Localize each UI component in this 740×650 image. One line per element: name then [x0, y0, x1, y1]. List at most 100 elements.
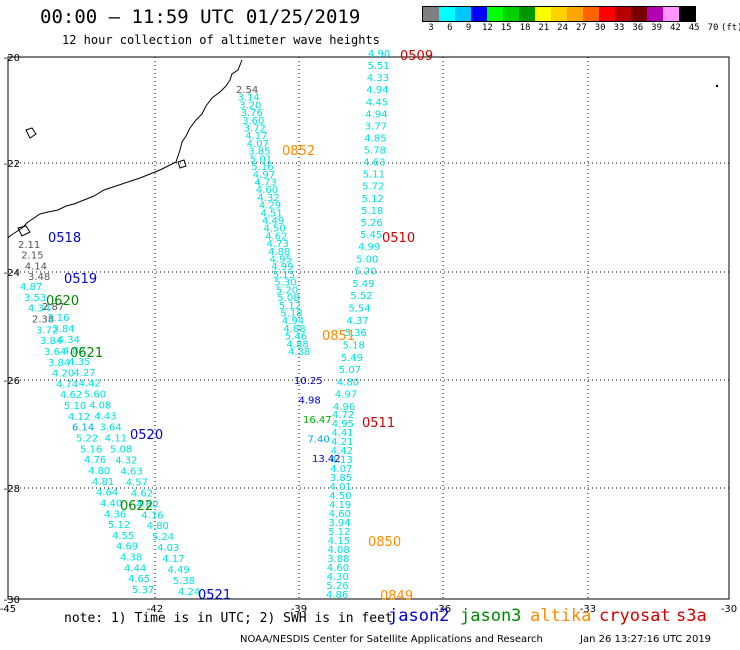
wave-height-value: 5.51 [368, 61, 390, 72]
wave-height-value: 4.57 [126, 477, 148, 488]
wave-height-value: 4.27 [73, 368, 95, 379]
wave-height-value: 5.18 [280, 309, 302, 320]
wave-height-value: 4.08 [89, 401, 111, 412]
wave-height-value: 4.45 [366, 97, 388, 108]
longitude-label: -30 [721, 604, 737, 615]
wave-height-value: 3.84 [48, 358, 70, 369]
wave-height-value: 4.73 [254, 178, 276, 189]
wave-height-value: 4.81 [92, 477, 114, 488]
wave-height-value: 3.72 [244, 124, 266, 135]
wave-height-value: 4.88 [268, 247, 290, 258]
wave-height-value: 4.38 [120, 553, 142, 564]
legend-jason3: jason3 [460, 606, 522, 626]
wave-height-value: 4.62 [60, 390, 82, 401]
color-swatch [423, 7, 439, 21]
wave-height-value: 4.13 [331, 455, 353, 466]
wave-height-value: 4.65 [128, 574, 150, 585]
island-small [177, 159, 187, 169]
wave-height-value: 4.32 [257, 193, 279, 204]
wave-height-value: 3.60 [242, 116, 264, 127]
wave-height-value: 4.37 [347, 316, 369, 327]
wave-height-value: 5.26 [326, 581, 348, 592]
wave-height-value: 4.08 [328, 545, 350, 556]
wave-height-value: 3.84 [40, 336, 62, 347]
wave-height-value: 5.10 [64, 401, 86, 412]
wave-height-value: 4.11 [105, 434, 127, 445]
wave-height-value: 5.37 [132, 585, 154, 596]
longitude-label: -39 [291, 604, 307, 615]
wave-height-value: 3.85 [330, 473, 352, 484]
wave-height-value: 4.51 [261, 208, 283, 219]
wave-height-value: 5.72 [362, 182, 384, 193]
wave-height-value: 4.44 [124, 563, 146, 574]
wave-height-value: 4.72 [332, 410, 354, 421]
wave-height-value: 2.15 [21, 251, 43, 262]
wave-height-value: 3.77 [365, 121, 387, 132]
wave-height-value: 4.94 [365, 109, 387, 120]
color-swatch [567, 7, 583, 21]
color-swatch [679, 7, 695, 21]
color-swatch [647, 7, 663, 21]
wave-height-value: 5.18 [361, 206, 383, 217]
wave-height-value: 4.07 [330, 464, 352, 475]
wave-height-value: 4.40 [100, 498, 122, 509]
wave-height-value: 4.33 [367, 73, 389, 84]
wave-height-value: 7.40 [308, 435, 330, 446]
wave-height-value: 4.03 [157, 543, 179, 554]
color-swatch [599, 7, 615, 21]
legend-s3a: s3a [676, 606, 707, 626]
wave-height-value: 4.82 [63, 346, 85, 357]
wave-height-value: 5.52 [350, 291, 372, 302]
wave-height-value: 3.53 [24, 293, 46, 304]
wave-height-value: 5.11 [363, 170, 385, 181]
wave-height-value: 5.49 [341, 353, 363, 364]
longitude-label: -42 [147, 604, 163, 615]
wave-height-value: 4.99 [358, 242, 380, 253]
wave-height-value: 4.80 [337, 377, 359, 388]
latitude-label: -26 [4, 376, 20, 387]
wave-height-value: 5.30 [274, 278, 296, 289]
wave-height-value: 4.80 [147, 521, 169, 532]
wave-height-value: 13.42 [312, 454, 341, 465]
wave-height-value: 4.60 [329, 509, 351, 520]
color-scale-label: 27 [575, 23, 587, 33]
wave-height-value: 5.18 [343, 341, 365, 352]
wave-height-value: 4.98 [299, 396, 321, 407]
latitude-label: -30 [4, 595, 20, 606]
color-swatch [551, 7, 567, 21]
wave-height-value: 5.01 [250, 154, 272, 165]
color-swatch [583, 7, 599, 21]
wave-height-value: 5.16 [80, 444, 102, 455]
wave-height-value: 4.14 [25, 261, 47, 272]
wave-height-value: 3.16 [47, 313, 69, 324]
latitude-label: -20 [4, 53, 20, 64]
color-scale-label: 33 [613, 23, 625, 33]
color-scale-label: 39 [651, 23, 663, 33]
wave-height-value: 4.76 [84, 455, 106, 466]
orbit-label: 0620 [46, 294, 79, 309]
map-frame [7, 56, 730, 600]
wave-height-value: 4.62 [131, 488, 153, 499]
wave-height-value: 3.85 [248, 147, 270, 158]
wave-height-value: 4.55 [112, 531, 134, 542]
wave-height-value: 3.72 [36, 325, 58, 336]
wave-height-value: 2.87 [42, 302, 64, 313]
wave-height-value: 4.87 [20, 282, 42, 293]
latitude-label: -24 [4, 268, 20, 279]
orbit-label: 0849 [380, 589, 413, 604]
wave-height-value: 5.12 [279, 301, 301, 312]
wave-height-value: 4.38 [288, 347, 310, 358]
wave-height-value: 4.30 [327, 572, 349, 583]
wave-height-value: 4.17 [162, 554, 184, 565]
wave-height-value: 5.22 [76, 434, 98, 445]
wave-height-value: 4.07 [247, 139, 269, 150]
wave-height-value: 3.14 [238, 93, 260, 104]
wave-height-value: 5.78 [364, 146, 386, 157]
wave-height-value: 3.94 [328, 518, 350, 529]
color-scale-label: 15 [500, 23, 512, 33]
color-swatch [615, 7, 631, 21]
color-swatch [519, 7, 535, 21]
wave-height-value: 5.20 [354, 267, 376, 278]
